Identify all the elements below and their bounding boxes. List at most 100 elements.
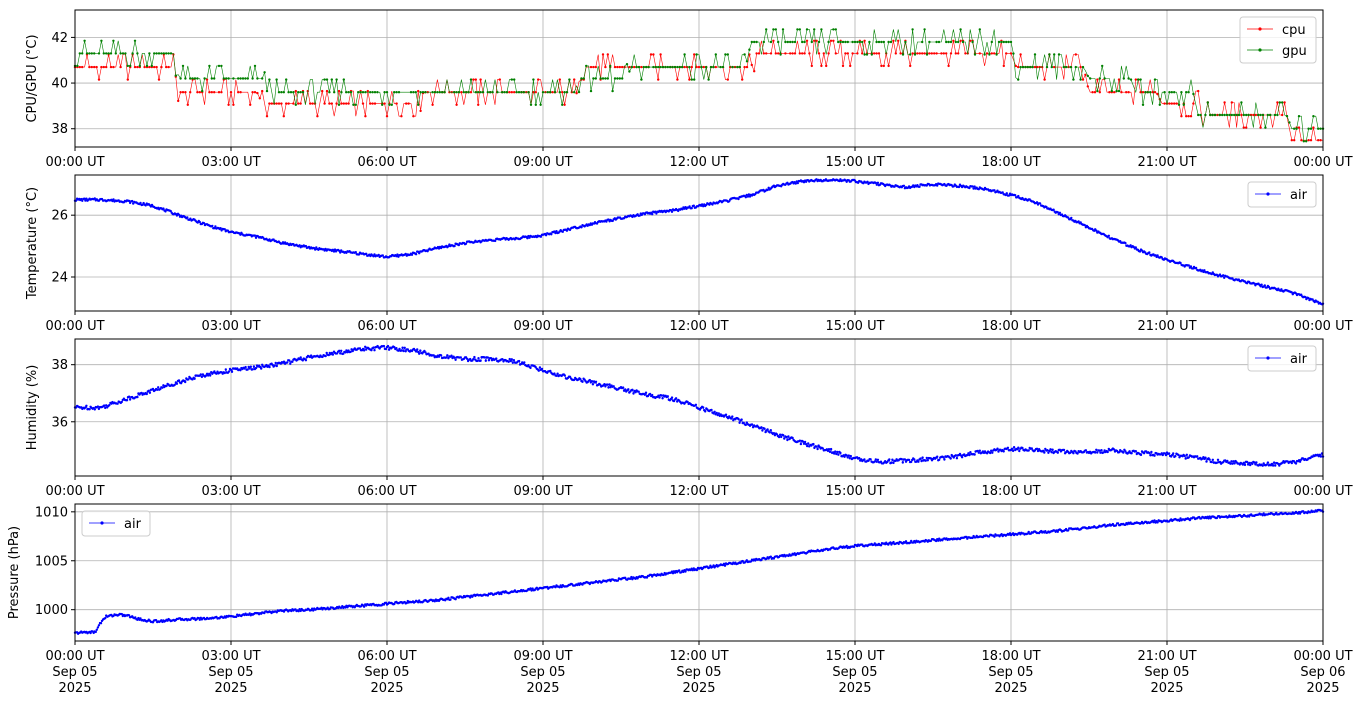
data-point (384, 601, 388, 604)
x-tick-label: 2025 (994, 681, 1027, 696)
data-point (116, 402, 119, 405)
data-point (1086, 85, 1090, 88)
data-point (1263, 284, 1267, 287)
data-point (791, 436, 794, 440)
data-point (978, 449, 981, 452)
data-point (1095, 448, 1098, 451)
data-point (973, 185, 976, 188)
data-point (1027, 449, 1030, 452)
data-point (177, 213, 181, 216)
data-point (340, 102, 343, 105)
data-point (940, 52, 943, 55)
data-point (131, 199, 134, 203)
data-point (1005, 192, 1008, 195)
data-point (737, 417, 740, 421)
data-point (198, 91, 201, 94)
data-point (817, 52, 821, 55)
data-point (707, 78, 710, 81)
data-point (382, 344, 386, 348)
data-point (1298, 512, 1302, 515)
data-point (125, 399, 129, 402)
data-point (606, 77, 609, 80)
data-point (666, 395, 669, 398)
data-point (364, 115, 367, 118)
data-point (997, 40, 1001, 44)
data-point (445, 356, 448, 359)
data-point (126, 64, 129, 68)
y-tick-label: 40 (51, 77, 68, 92)
data-point (789, 40, 792, 44)
data-point (473, 355, 476, 359)
data-point (590, 380, 594, 383)
data-point (1156, 92, 1159, 96)
data-point (481, 91, 485, 94)
data-point (131, 52, 134, 55)
data-point (1098, 77, 1102, 80)
data-point (304, 244, 308, 248)
data-point (836, 450, 839, 454)
x-axis: 00:00 UT 03:00 UT 06:00 UT 09:00 UT 12:00 UT… (45, 147, 1353, 170)
data-point (373, 91, 377, 94)
data-point (1216, 458, 1220, 461)
data-point (807, 442, 810, 445)
data-point (529, 587, 532, 590)
data-point (1151, 91, 1154, 94)
data-point (513, 78, 516, 81)
data-point (1283, 101, 1286, 104)
data-point (658, 396, 661, 399)
data-point (299, 102, 302, 105)
data-point (325, 351, 328, 355)
data-point (1316, 300, 1320, 303)
data-point (165, 384, 168, 388)
data-point (210, 77, 213, 80)
data-point (274, 361, 277, 365)
data-point (265, 89, 269, 93)
x-tick-label: 09:00 UT (513, 319, 572, 334)
data-point (1184, 457, 1187, 460)
data-point (198, 618, 201, 621)
data-point (1012, 446, 1016, 449)
data-point (1274, 464, 1277, 467)
data-point (1017, 194, 1020, 198)
data-point (479, 359, 482, 362)
legend: air (1247, 181, 1317, 208)
data-point (1101, 64, 1104, 68)
data-point (401, 346, 404, 349)
data-point (1127, 77, 1130, 80)
data-point (945, 40, 948, 44)
data-point (1081, 65, 1085, 69)
data-point (1079, 65, 1082, 69)
data-point (686, 400, 689, 404)
data-point (153, 52, 156, 55)
data-point (841, 40, 845, 44)
x-tick-label: Sep 05 (52, 665, 97, 680)
data-point (911, 28, 914, 31)
data-point (555, 374, 558, 377)
data-point (1096, 89, 1099, 93)
data-point (1017, 78, 1020, 81)
data-point (630, 575, 633, 579)
data-point (690, 78, 693, 81)
data-point (993, 535, 996, 538)
data-point (443, 91, 446, 94)
data-point (779, 53, 782, 56)
data-point (837, 40, 840, 44)
data-point (193, 377, 196, 380)
data-point (1156, 254, 1159, 257)
data-point (1222, 274, 1225, 277)
data-point (879, 544, 883, 547)
data-point (265, 115, 269, 118)
data-point (143, 65, 146, 69)
data-point (929, 457, 933, 460)
data-point (129, 64, 132, 68)
data-point (835, 452, 838, 456)
data-point (851, 40, 854, 44)
data-point (126, 78, 129, 81)
data-point (1062, 448, 1066, 452)
data-point (174, 74, 177, 77)
x-tick-label: 2025 (1150, 681, 1183, 696)
data-point (230, 370, 234, 373)
data-point (450, 354, 453, 357)
legend-swatch-marker (1266, 356, 1270, 360)
